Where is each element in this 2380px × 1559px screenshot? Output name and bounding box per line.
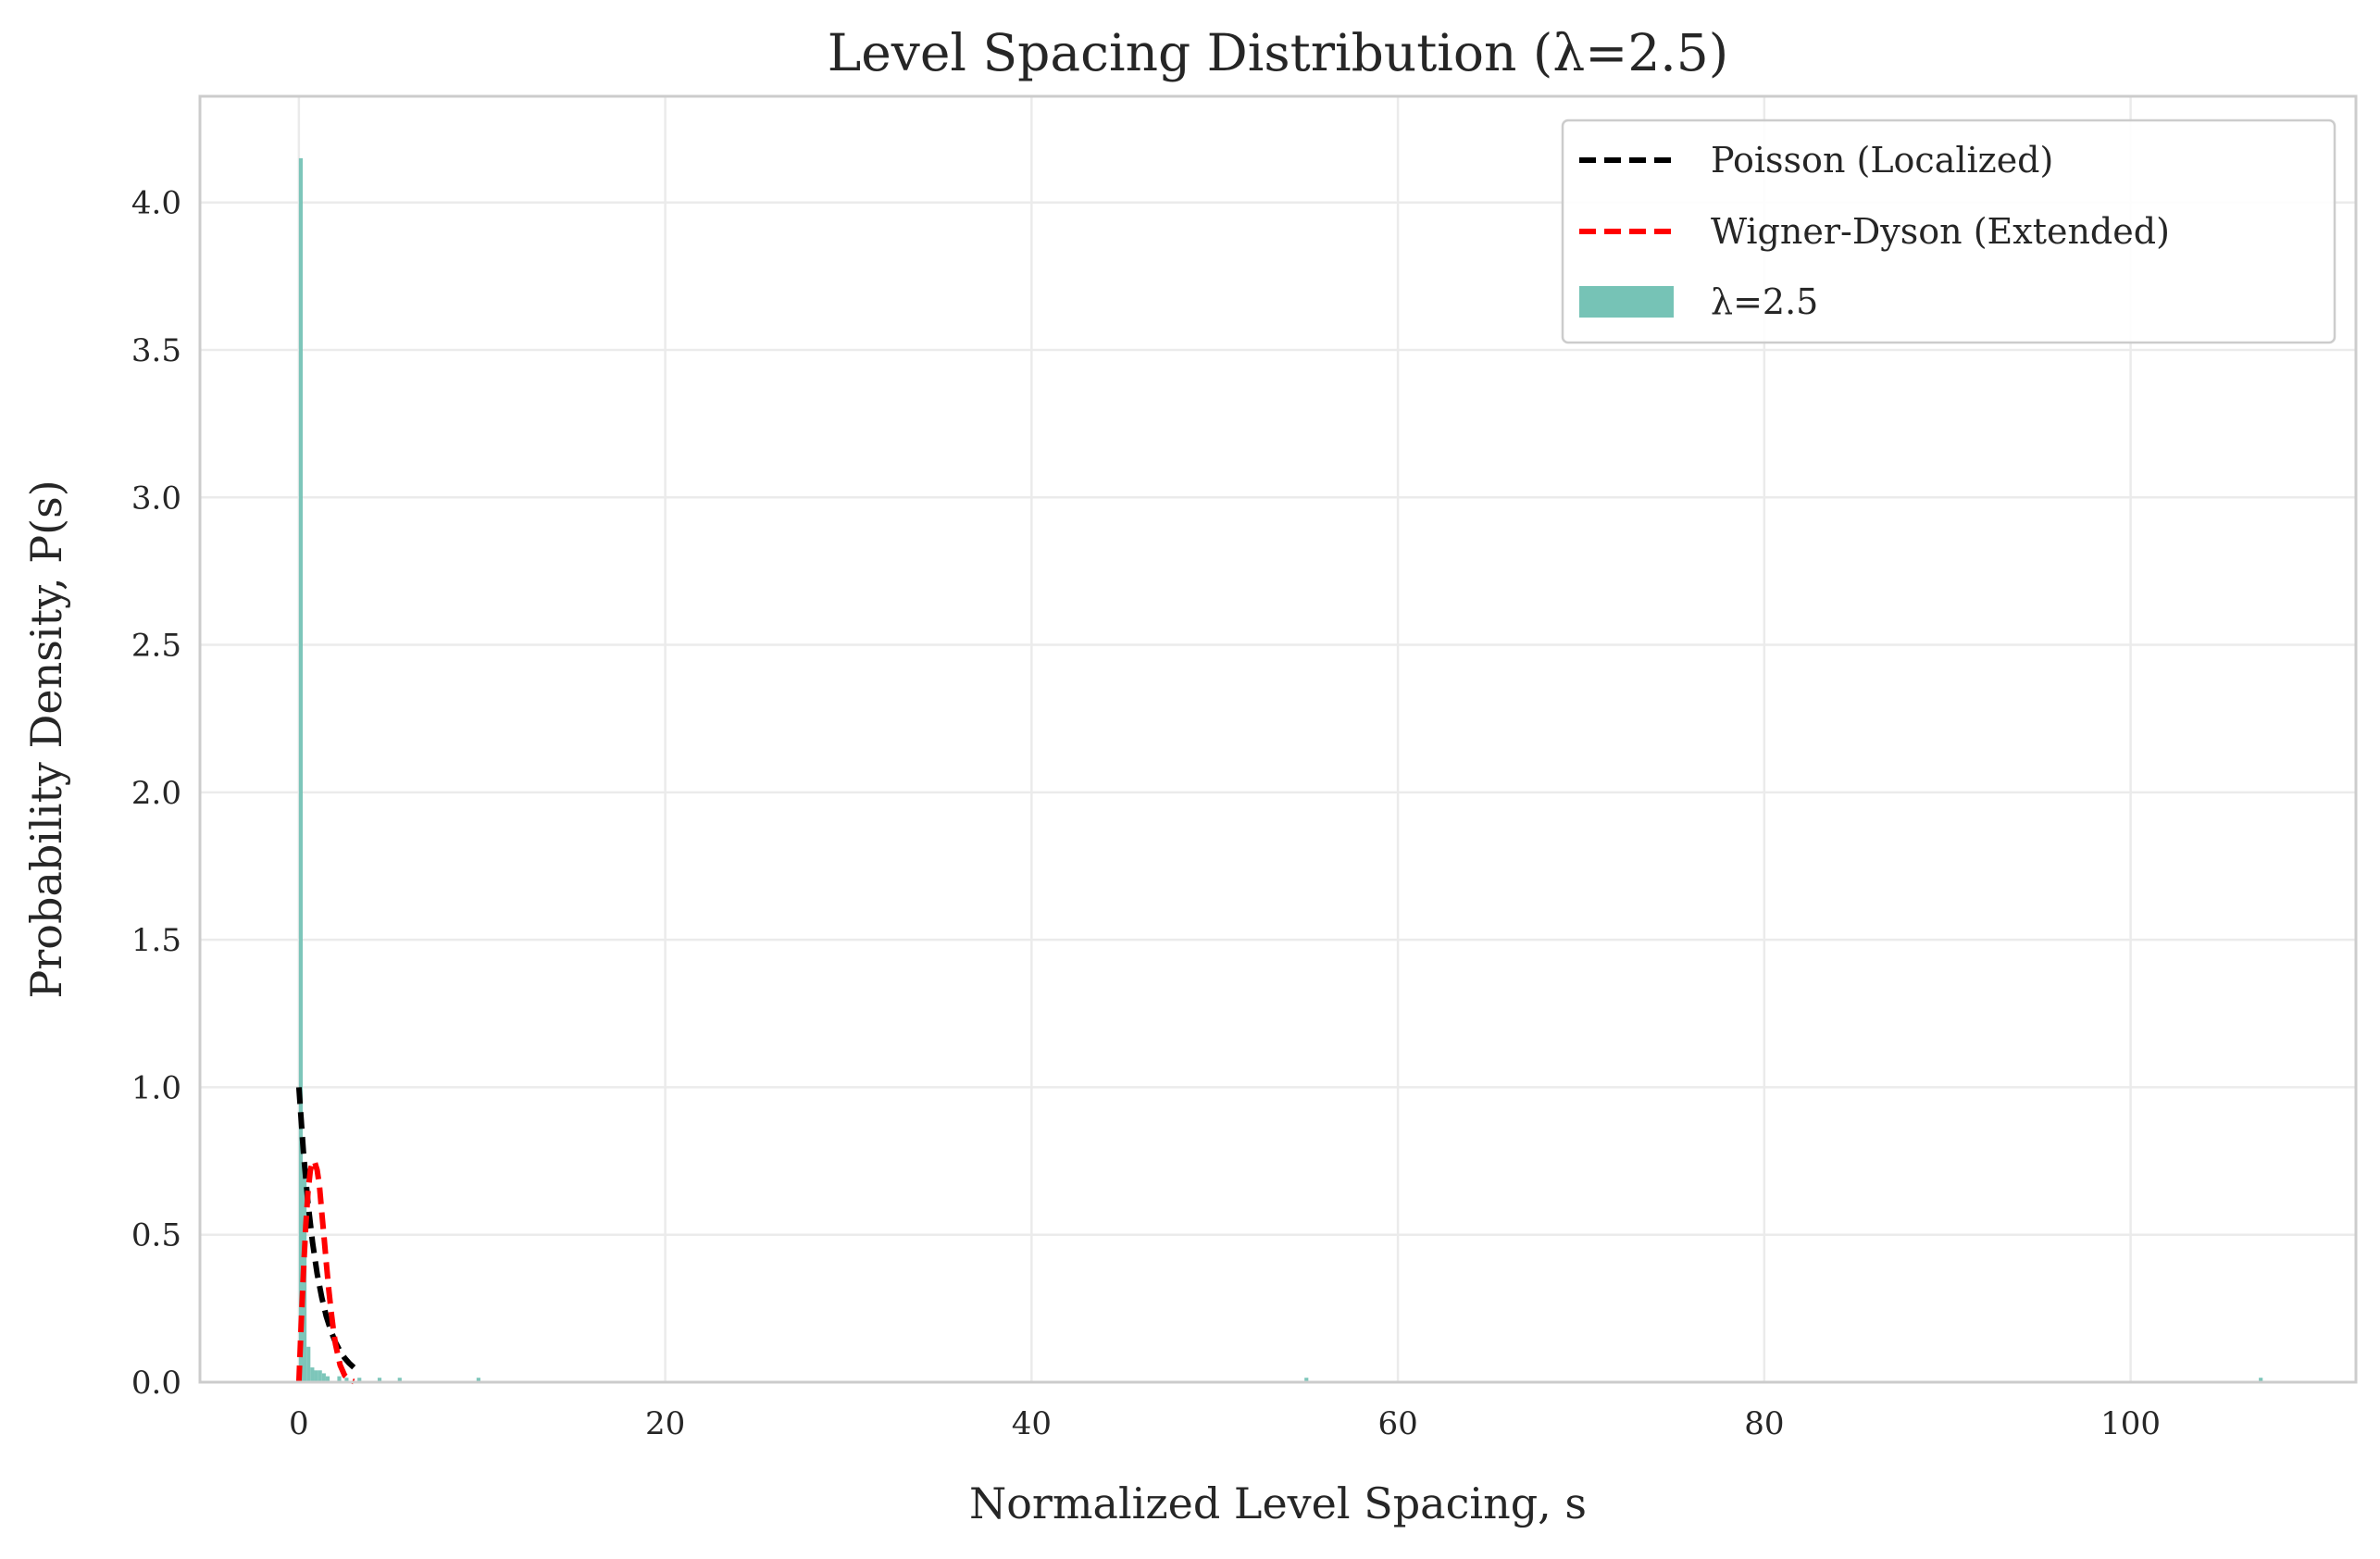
y-tick-label: 3.5 xyxy=(131,332,181,369)
histogram-bar xyxy=(337,1376,342,1382)
histogram-bar xyxy=(314,1370,318,1382)
y-axis-title: Probability Density, P(s) xyxy=(21,480,71,998)
histogram-bar xyxy=(377,1378,382,1382)
y-tick-label: 0.0 xyxy=(131,1365,181,1402)
histogram-bar xyxy=(476,1378,480,1382)
wigner-dyson-curve xyxy=(295,1158,355,1385)
x-tick-label: 20 xyxy=(645,1405,685,1442)
x-tick-label: 80 xyxy=(1744,1405,1784,1442)
x-tick-label: 60 xyxy=(1377,1405,1417,1442)
y-tick-label: 2.5 xyxy=(131,628,181,665)
legend-wigner-dyson-label: Wigner-Dyson (Extended) xyxy=(1711,211,2170,252)
histogram-bar xyxy=(1304,1378,1309,1382)
legend-histogram-swatch xyxy=(1579,286,1674,318)
x-tick-label: 100 xyxy=(2100,1405,2161,1442)
histogram-bar xyxy=(318,1370,322,1382)
histogram-bar xyxy=(2259,1378,2263,1382)
y-tick-label: 1.5 xyxy=(131,922,181,959)
y-tick-label: 0.5 xyxy=(131,1217,181,1254)
chart-title: Level Spacing Distribution (λ=2.5) xyxy=(828,23,1729,82)
y-tick-label: 4.0 xyxy=(131,185,181,222)
x-tick-label: 40 xyxy=(1012,1405,1052,1442)
plot-area-frame xyxy=(198,94,2358,1384)
y-tick-label: 1.0 xyxy=(131,1069,181,1106)
histogram-bar xyxy=(310,1367,315,1382)
series-lines xyxy=(295,1087,356,1385)
histogram-bar xyxy=(357,1378,362,1382)
x-axis-ticks: 0 20 40 60 80 100 xyxy=(289,1405,2161,1442)
histogram-bar xyxy=(397,1378,402,1382)
legend-box xyxy=(1561,118,2336,344)
histogram-bar xyxy=(344,1378,349,1382)
histogram-bar xyxy=(298,157,304,1383)
y-tick-label: 2.0 xyxy=(131,775,181,812)
x-tick-label: 0 xyxy=(289,1405,309,1442)
y-axis-ticks: 0.0 0.5 1.0 1.5 2.0 2.5 3.0 3.5 4.0 xyxy=(131,185,181,1402)
histogram-bar xyxy=(325,1376,330,1382)
x-axis-title: Normalized Level Spacing, s xyxy=(969,1478,1587,1528)
legend-poisson-label: Poisson (Localized) xyxy=(1711,140,2053,181)
histogram-bar xyxy=(306,1346,311,1382)
legend-histogram-label: λ=2.5 xyxy=(1711,281,1818,322)
y-tick-label: 3.0 xyxy=(131,480,181,517)
legend: Poisson (Localized) Wigner-Dyson (Extende… xyxy=(1561,118,2336,344)
histogram-bar xyxy=(321,1373,326,1382)
